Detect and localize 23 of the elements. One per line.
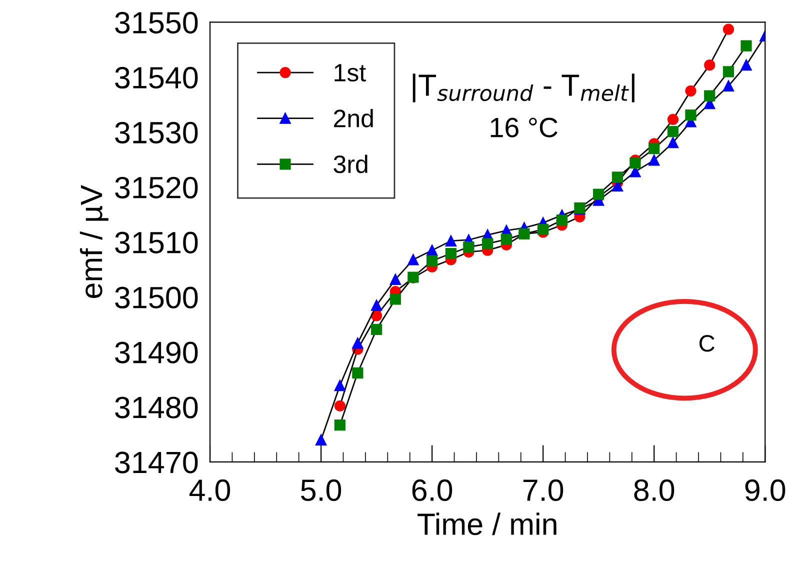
annotation: |T$_{surround}$ - T$_{melt}$| xyxy=(412,74,634,102)
x-axis-title: Time / min xyxy=(418,512,556,536)
y-tick-label: 31480 xyxy=(115,396,198,418)
y-tick-label: 31540 xyxy=(115,66,198,89)
x-tick-label: 6.0 xyxy=(412,479,452,502)
legend-label: 3rd xyxy=(334,154,368,174)
x-tick-label: 4.0 xyxy=(189,479,230,502)
y-axis-title: emf / µV xyxy=(80,185,108,298)
legend-label: 2nd xyxy=(334,108,373,128)
y-tick-label: 31550 xyxy=(115,12,198,34)
y-tick-label: 31490 xyxy=(115,342,198,364)
annotation: C xyxy=(700,335,714,352)
annotation: 16 °C xyxy=(490,118,558,138)
y-tick-label: 31530 xyxy=(115,122,198,144)
x-tick-label: 8.0 xyxy=(634,479,674,502)
y-tick-label: 31500 xyxy=(115,286,198,308)
y-tick-label: 31520 xyxy=(115,176,198,198)
x-tick-label: 7.0 xyxy=(523,479,564,502)
legend-label: 1st xyxy=(334,64,366,82)
y-tick-label: 31510 xyxy=(115,232,198,254)
x-tick-label: 9.0 xyxy=(745,479,786,502)
y-tick-label: 31470 xyxy=(115,452,198,474)
x-tick-label: 5.0 xyxy=(301,479,342,502)
